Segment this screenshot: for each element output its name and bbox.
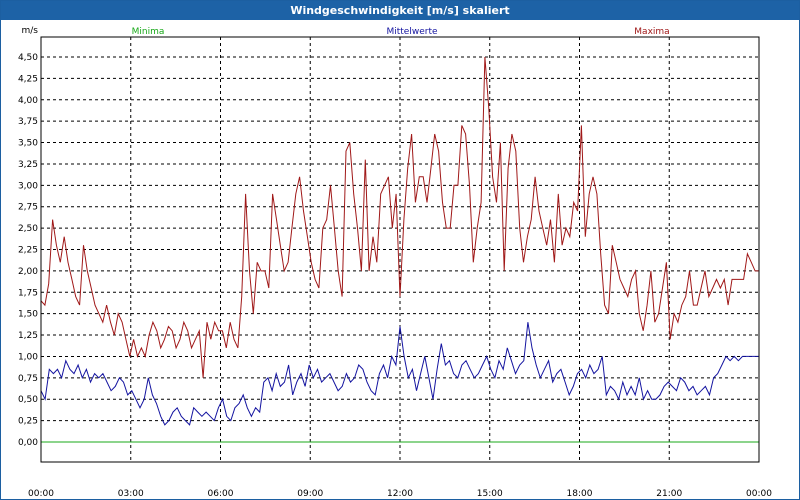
y-tick-label: 3,75: [18, 117, 38, 127]
x-tick-time: 21:00: [656, 489, 682, 499]
x-tick-time: 15:00: [477, 489, 503, 499]
series-line-maxima: [40, 56, 759, 378]
y-tick-label: 0,75: [18, 374, 38, 384]
legend-entry-minima: Minima: [132, 27, 165, 37]
y-axis-ticks: 0,00 0,25 0,50 0,75 1,00 1,25 1,50 1,75 2,00 2,25…: [18, 53, 38, 448]
y-tick-label: 4,50: [18, 53, 38, 63]
plot-frame: [40, 36, 760, 463]
x-tick-time: 03:00: [118, 489, 144, 499]
y-tick-label: 2,00: [18, 267, 38, 277]
x-axis-ticks: 00:0017.05.2503:0017.05.2506:0017.05.250…: [28, 489, 772, 499]
x-tick-time: 06:00: [208, 489, 234, 499]
window-title: Windgeschwindigkeit [m/s] skaliert: [1, 1, 799, 20]
x-tick-time: 00:00: [28, 489, 54, 499]
y-tick-label: 3,50: [18, 139, 38, 149]
series-line-mittelwerte: [40, 322, 759, 426]
y-tick-label: 1,50: [18, 310, 38, 320]
y-tick-label: 3,00: [18, 181, 38, 191]
y-tick-label: 2,25: [18, 246, 38, 256]
x-tick-time: 18:00: [567, 489, 593, 499]
x-tick-time: 12:00: [387, 489, 413, 499]
y-tick-label: 1,00: [18, 352, 38, 362]
y-tick-label: 3,25: [18, 160, 38, 170]
x-tick-time: 09:00: [297, 489, 323, 499]
wind-speed-chart: 0,00 0,25 0,50 0,75 1,00 1,25 1,50 1,75 2,00 2,25…: [18, 26, 772, 499]
y-tick-label: 0,50: [18, 395, 38, 405]
legend: Minima Mittelwerte Maxima: [132, 27, 670, 37]
y-tick-label: 1,75: [18, 288, 38, 298]
series-lines: [40, 56, 759, 443]
x-tick-time: 00:00: [746, 489, 772, 499]
y-tick-label: 0,25: [18, 417, 38, 427]
y-axis-label: m/s: [22, 26, 39, 36]
y-tick-label: 4,25: [18, 74, 38, 84]
legend-entry-mittelwerte: Mittelwerte: [386, 27, 437, 37]
y-tick-label: 1,25: [18, 331, 38, 341]
y-tick-label: 4,00: [18, 96, 38, 106]
y-tick-label: 2,50: [18, 224, 38, 234]
y-tick-label: 2,75: [18, 203, 38, 213]
grid: [41, 37, 759, 462]
y-tick-label: 0,00: [18, 438, 38, 448]
legend-entry-maxima: Maxima: [634, 27, 669, 37]
